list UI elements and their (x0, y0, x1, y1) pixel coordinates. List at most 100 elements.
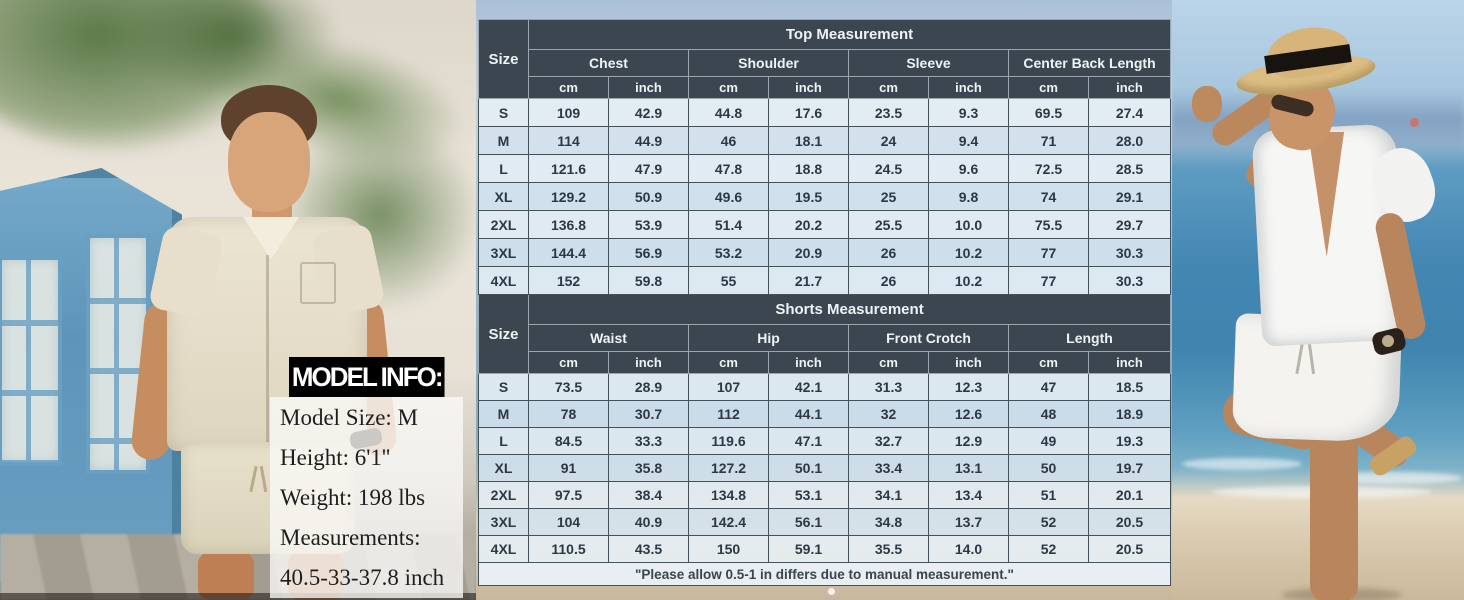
measurement-cell: 121.6 (528, 154, 609, 183)
measurement-cell: 44.8 (688, 98, 769, 127)
table-row: XL 91 35.8 127.2 50.1 33.4 13.1 50 19.7 (478, 454, 1171, 482)
measurement-cell: 136.8 (528, 210, 609, 239)
measurement-cell: 13.1 (928, 454, 1009, 482)
measurement-cell: 9.4 (928, 126, 1009, 155)
unit-header: cm (528, 351, 609, 374)
unit-header: cm (848, 76, 929, 99)
measurement-cell: 110.5 (528, 535, 609, 563)
measurement-cell: 107 (688, 373, 769, 401)
door-window-pane (0, 256, 62, 466)
measurement-cell: 50 (1008, 454, 1089, 482)
unit-header: inch (1088, 76, 1171, 99)
measurement-cell: 53.2 (688, 238, 769, 267)
measurement-cell: 74 (1008, 182, 1089, 211)
measurement-cell: 77 (1008, 238, 1089, 267)
table-row: 3XL 144.4 56.9 53.2 20.9 26 10.2 77 30.3 (478, 238, 1171, 267)
measurement-cell: 51.4 (688, 210, 769, 239)
measurement-cell: 42.9 (608, 98, 689, 127)
measurement-cell: 49 (1008, 427, 1089, 455)
column-group-header: Center Back Length (1008, 49, 1171, 77)
measurement-cell: 35.5 (848, 535, 929, 563)
measurement-cell: 72.5 (1008, 154, 1089, 183)
measurement-cell: 59.1 (768, 535, 849, 563)
measurement-cell: 26 (848, 266, 929, 295)
table-row: 2XL 136.8 53.9 51.4 20.2 25.5 10.0 75.5 29.7 (478, 210, 1171, 239)
measurement-cell: 29.7 (1088, 210, 1171, 239)
column-group-header: Chest (528, 49, 689, 77)
measurement-cell: 24 (848, 126, 929, 155)
measurement-cell: 30.7 (608, 400, 689, 428)
table-row: XL 129.2 50.9 49.6 19.5 25 9.8 74 29.1 (478, 182, 1171, 211)
measurement-cell: 69.5 (1008, 98, 1089, 127)
measurement-cell: 10.0 (928, 210, 1009, 239)
size-column-header: Size (478, 19, 529, 99)
measurement-cell: 129.2 (528, 182, 609, 211)
measurement-cell: 104 (528, 508, 609, 536)
chest-pocket (300, 262, 336, 304)
size-column-header: Size (478, 294, 529, 374)
measurement-cell: 142.4 (688, 508, 769, 536)
measurement-cell: 47.1 (768, 427, 849, 455)
model-standing-leg (1310, 434, 1358, 600)
measurement-cell: 114 (528, 126, 609, 155)
table-row: S 109 42.9 44.8 17.6 23.5 9.3 69.5 27.4 (478, 98, 1171, 127)
unit-header: cm (1008, 351, 1089, 374)
measurement-cell: 27.4 (1088, 98, 1171, 127)
watch-face (1382, 335, 1394, 347)
measurement-cell: 34.1 (848, 481, 929, 509)
measurement-cell: 9.3 (928, 98, 1009, 127)
model-info-panel: Model Size: M Height: 6'1'' Weight: 198 lb… (270, 397, 463, 598)
button-placket (266, 255, 269, 447)
measurement-cell: 30.3 (1088, 266, 1171, 295)
measurement-cell: 31.3 (848, 373, 929, 401)
size-cell: XL (478, 182, 529, 211)
unit-header: inch (1088, 351, 1171, 374)
measurement-cell: 48 (1008, 400, 1089, 428)
measurement-cell: 10.2 (928, 238, 1009, 267)
table-row: 3XL 104 40.9 142.4 56.1 34.8 13.7 52 20.5 (478, 508, 1171, 536)
measurement-cell: 91 (528, 454, 609, 482)
model-info-line: Model Size: M (280, 405, 418, 430)
model-info-line: 40.5-33-37.8 inch (280, 565, 445, 590)
unit-header: cm (528, 76, 609, 99)
measurement-cell: 119.6 (688, 427, 769, 455)
measurement-cell: 19.3 (1088, 427, 1171, 455)
size-cell: 2XL (478, 481, 529, 509)
measurement-cell: 10.2 (928, 266, 1009, 295)
measurement-cell: 9.6 (928, 154, 1009, 183)
model-leg (198, 552, 254, 600)
measurement-cell: 33.4 (848, 454, 929, 482)
table-row: L 84.5 33.3 119.6 47.1 32.7 12.9 49 19.3 (478, 427, 1171, 455)
measurement-cell: 29.1 (1088, 182, 1171, 211)
unit-header: inch (928, 351, 1009, 374)
unit-header: cm (688, 351, 769, 374)
column-group-header: Hip (688, 324, 849, 352)
measurement-cell: 56.9 (608, 238, 689, 267)
measurement-cell: 12.6 (928, 400, 1009, 428)
measurement-cell: 13.7 (928, 508, 1009, 536)
size-cell: 3XL (478, 238, 529, 267)
size-cell: XL (478, 454, 529, 482)
measurement-cell: 20.1 (1088, 481, 1171, 509)
size-cell: L (478, 154, 529, 183)
unit-header: cm (848, 351, 929, 374)
measurement-cell: 50.1 (768, 454, 849, 482)
size-cell: 4XL (478, 266, 529, 295)
measurement-cell: 47 (1008, 373, 1089, 401)
sea-foam (1182, 458, 1302, 470)
measurement-cell: 42.1 (768, 373, 849, 401)
unit-header: inch (928, 76, 1009, 99)
model-info-line: Height: 6'1'' (280, 445, 391, 470)
measurement-cell: 20.9 (768, 238, 849, 267)
measurement-cell: 144.4 (528, 238, 609, 267)
unit-header: inch (768, 76, 849, 99)
measurement-cell: 20.2 (768, 210, 849, 239)
measurement-cell: 59.8 (608, 266, 689, 295)
measurement-cell: 20.5 (1088, 508, 1171, 536)
table-row: M 78 30.7 112 44.1 32 12.6 48 18.9 (478, 400, 1171, 428)
measurement-cell: 38.4 (608, 481, 689, 509)
measurement-cell: 73.5 (528, 373, 609, 401)
measurement-cell: 33.3 (608, 427, 689, 455)
measurement-cell: 12.9 (928, 427, 1009, 455)
